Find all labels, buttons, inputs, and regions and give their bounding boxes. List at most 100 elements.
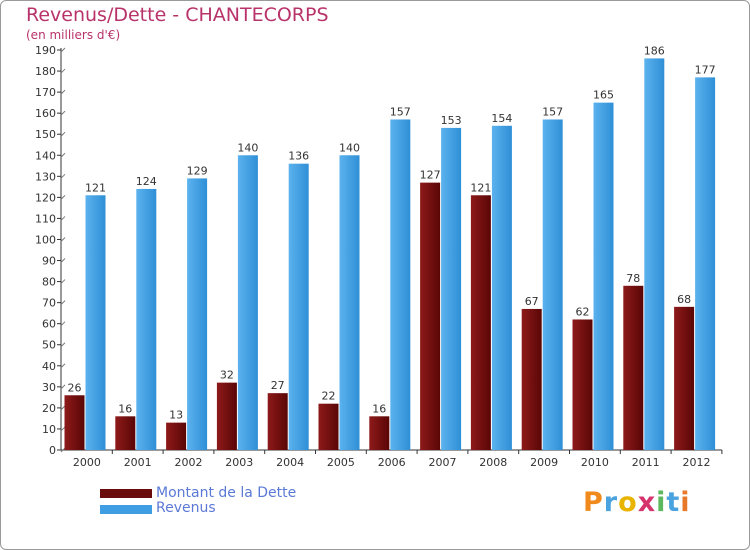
y-tick-hatch	[60, 131, 66, 137]
bar-revenus	[339, 155, 360, 450]
logo-letter: i	[680, 487, 691, 518]
data-label-revenus: 154	[491, 112, 512, 125]
y-tick-hatch	[60, 426, 66, 432]
logo-letter: x	[637, 487, 657, 518]
bar-revenus	[491, 125, 512, 450]
data-label-dette: 22	[322, 390, 336, 403]
bar-revenus	[542, 119, 563, 450]
logo-letter: r	[603, 487, 619, 518]
y-tick-hatch	[60, 405, 66, 411]
y-tick-hatch	[60, 110, 66, 116]
bar-revenus	[187, 178, 208, 450]
bar-dette	[115, 416, 136, 450]
x-tick-label: 2001	[124, 456, 152, 469]
data-label-revenus: 165	[593, 89, 614, 102]
data-label-dette: 26	[68, 381, 82, 394]
bar-dette	[318, 403, 339, 450]
chart-bars	[64, 58, 716, 451]
proxiti-logo: Proxiti	[583, 487, 691, 518]
y-tick-hatch	[60, 279, 66, 284]
bar-revenus	[644, 58, 665, 450]
bar-dette	[216, 382, 237, 450]
data-label-revenus: 136	[288, 150, 309, 163]
legend-swatch-revenus	[100, 505, 152, 514]
logo-letter: i	[656, 487, 667, 518]
x-tick-label: 2005	[327, 456, 355, 469]
chart-title: Revenus/Dette - CHANTECORPS	[26, 4, 329, 26]
bar-revenus	[136, 188, 157, 450]
y-tick-label: 0	[49, 444, 56, 457]
legend-label-revenus: Revenus	[156, 500, 216, 516]
data-label-dette: 13	[169, 409, 183, 422]
y-tick-hatch	[60, 68, 66, 74]
y-tick-label: 20	[42, 402, 56, 415]
bar-dette	[166, 422, 187, 450]
data-label-dette: 121	[470, 181, 491, 194]
legend-swatch-dette	[100, 489, 152, 498]
data-label-dette: 62	[576, 305, 590, 318]
y-tick-hatch	[60, 342, 66, 348]
y-tick-label: 180	[35, 65, 56, 78]
bar-dette	[521, 308, 542, 450]
y-tick-label: 70	[42, 297, 56, 310]
chart-data-labels: 26 121 16 124 13 129 32 140 27 136 22 140 16 157 127 15…	[68, 44, 716, 421]
x-tick-label: 2008	[479, 456, 507, 469]
bar-dette	[572, 319, 593, 450]
bar-dette	[267, 393, 288, 450]
bar-dette	[369, 416, 390, 450]
data-label-revenus: 153	[441, 114, 462, 127]
data-label-revenus: 157	[390, 105, 411, 118]
data-label-dette: 27	[271, 379, 285, 392]
x-tick-label: 2003	[225, 456, 253, 469]
x-tick-label: 2002	[175, 456, 203, 469]
y-tick-hatch	[60, 447, 66, 453]
y-tick-hatch	[60, 384, 66, 390]
data-label-revenus: 177	[695, 63, 716, 76]
y-tick-hatch	[60, 237, 66, 242]
bar-revenus	[441, 127, 462, 450]
y-tick-label: 40	[42, 360, 56, 373]
y-tick-hatch	[60, 216, 66, 221]
y-tick-label: 50	[42, 339, 56, 352]
y-tick-hatch	[60, 363, 66, 369]
data-label-dette: 127	[420, 169, 441, 182]
y-tick-label: 30	[42, 381, 56, 394]
bar-dette	[64, 395, 85, 450]
y-tick-label: 160	[35, 107, 56, 120]
y-tick-label: 140	[35, 149, 56, 162]
x-tick-label: 2007	[429, 456, 457, 469]
y-tick-hatch	[60, 47, 66, 53]
data-label-dette: 32	[220, 369, 234, 382]
y-tick-hatch	[60, 321, 66, 327]
y-tick-hatch	[60, 300, 66, 305]
chart-axes: 0 10 20 30 40 50 60 70 80 90 100 110 120 130 140 150 160…	[35, 44, 723, 469]
data-label-dette: 67	[525, 295, 539, 308]
x-tick-label: 2004	[276, 456, 304, 469]
bar-dette	[623, 285, 644, 450]
x-tick-label: 2010	[581, 456, 609, 469]
bar-revenus	[237, 155, 258, 450]
y-tick-label: 100	[35, 233, 56, 246]
bar-revenus	[390, 119, 411, 450]
data-label-revenus: 129	[187, 164, 208, 177]
data-label-dette: 78	[626, 272, 640, 285]
x-tick-label: 2009	[530, 456, 558, 469]
x-tick-label: 2012	[683, 456, 711, 469]
data-label-revenus: 121	[85, 181, 106, 194]
y-tick-hatch	[60, 89, 66, 95]
y-tick-label: 120	[35, 191, 56, 204]
logo-letter: o	[618, 487, 638, 518]
x-tick-label: 2011	[632, 456, 660, 469]
y-tick-label: 190	[35, 44, 56, 57]
bar-revenus	[288, 163, 309, 450]
y-tick-label: 90	[42, 255, 56, 268]
y-tick-hatch	[60, 258, 66, 263]
y-tick-hatch	[60, 195, 66, 200]
y-tick-label: 170	[35, 86, 56, 99]
chart-subtitle: (en milliers d'€)	[26, 28, 121, 42]
y-tick-label: 80	[42, 276, 56, 289]
y-tick-label: 10	[42, 423, 56, 436]
y-tick-label: 130	[35, 170, 56, 183]
